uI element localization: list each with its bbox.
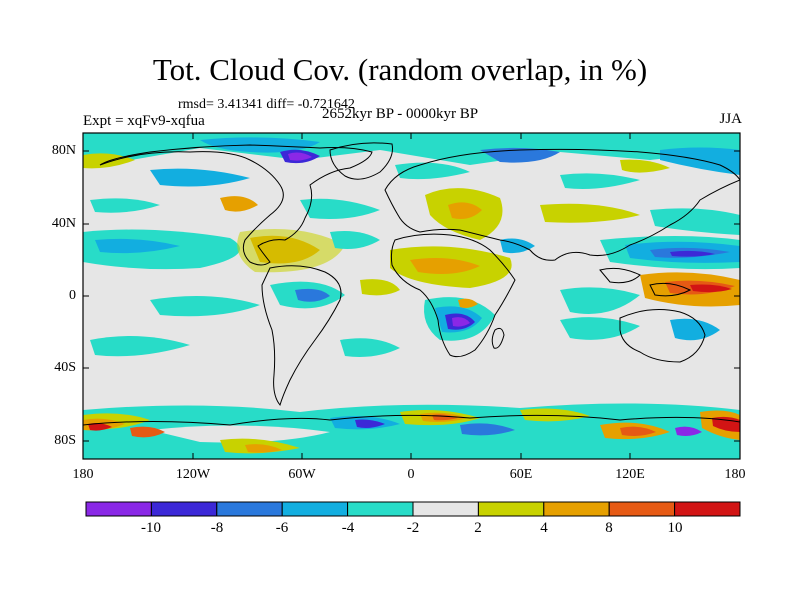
anomaly-patch bbox=[150, 425, 330, 443]
anomaly-patch bbox=[150, 168, 250, 187]
anomaly-patch bbox=[220, 196, 258, 212]
lon-label: 120W bbox=[175, 467, 211, 482]
colorbar-box bbox=[608, 501, 676, 517]
stats-text: rmsd= 3.41341 diff= -0.721642 bbox=[178, 97, 355, 112]
anomaly-patch bbox=[448, 202, 482, 219]
anomaly-patch bbox=[330, 231, 380, 249]
lon-label: 0 bbox=[407, 467, 415, 482]
anomaly-patch bbox=[660, 147, 740, 175]
colorbar-label: -10 bbox=[141, 520, 161, 536]
anomaly-field bbox=[83, 133, 740, 459]
lon-label: 180 bbox=[72, 467, 94, 482]
anomaly-patch bbox=[95, 238, 180, 254]
colorbar-box bbox=[150, 501, 218, 517]
colorbar-label: -8 bbox=[210, 520, 224, 536]
anomaly-patch bbox=[88, 423, 112, 431]
anomaly-patch bbox=[560, 287, 640, 314]
colorbar-box bbox=[412, 501, 479, 517]
anomaly-patch bbox=[295, 288, 330, 302]
axis-ticks bbox=[82, 133, 740, 459]
lat-label: 40S bbox=[54, 360, 76, 375]
colorbar-box bbox=[281, 501, 349, 517]
anomaly-patch bbox=[458, 298, 478, 308]
colorbar-label: -2 bbox=[406, 520, 420, 536]
colorbar-label: 2 bbox=[474, 520, 482, 536]
anomaly-patch bbox=[670, 318, 720, 341]
experiment-label: Expt = xqFv9-xqfua bbox=[83, 113, 205, 129]
anomaly-patch bbox=[300, 198, 380, 219]
lat-label: 80N bbox=[51, 143, 76, 158]
anomaly-patch bbox=[410, 258, 480, 274]
colorbar-label: 10 bbox=[667, 520, 683, 536]
colorbar-box bbox=[347, 501, 414, 517]
anomaly-patch bbox=[520, 408, 590, 422]
period-label: 2652kyr BP - 0000kyr BP bbox=[322, 106, 479, 122]
lon-label: 60W bbox=[288, 467, 316, 482]
anomaly-patch bbox=[670, 250, 715, 257]
anomaly-patch bbox=[360, 279, 400, 296]
lon-label: 120E bbox=[615, 467, 645, 482]
anomaly-patch bbox=[452, 317, 470, 327]
colorbar-box bbox=[477, 501, 545, 517]
colorbar-label: 4 bbox=[540, 520, 548, 536]
anomaly-patch bbox=[460, 423, 515, 436]
anomaly-patch bbox=[650, 208, 740, 235]
anomaly-patch bbox=[620, 159, 670, 173]
colorbar-label: 8 bbox=[605, 520, 613, 536]
anomaly-patch bbox=[237, 228, 345, 273]
anomaly-patch bbox=[288, 152, 312, 161]
anomaly-patch bbox=[90, 198, 160, 213]
colorbar-label: -4 bbox=[341, 520, 355, 536]
anomaly-patch bbox=[560, 173, 640, 189]
anomaly-patch bbox=[130, 426, 165, 438]
anomaly-patch bbox=[620, 426, 656, 436]
map-title: Tot. Cloud Cov. (random overlap, in %) bbox=[152, 52, 648, 87]
anomaly-patch bbox=[90, 336, 190, 357]
anomaly-patch bbox=[690, 284, 732, 293]
anomaly-patch bbox=[480, 147, 560, 163]
lat-label: 40N bbox=[51, 216, 76, 231]
colorbar-box bbox=[216, 501, 283, 517]
lon-label: 60E bbox=[509, 467, 533, 482]
season-label: JJA bbox=[719, 111, 742, 127]
anomaly-patch bbox=[540, 203, 640, 223]
anomaly-patch bbox=[245, 444, 282, 453]
anomaly-patch bbox=[675, 426, 702, 436]
anomaly-patch bbox=[150, 296, 260, 317]
colorbar-label: -6 bbox=[275, 520, 289, 536]
lat-label: 0 bbox=[69, 288, 76, 303]
lat-label: 80S bbox=[54, 433, 76, 448]
coastlines bbox=[83, 142, 740, 426]
anomaly-patch bbox=[340, 338, 400, 357]
colorbar-box bbox=[674, 501, 741, 517]
colorbar-box bbox=[543, 501, 610, 517]
anomaly-patch bbox=[355, 419, 385, 428]
colorbar-box bbox=[85, 501, 152, 517]
lon-label: 180 bbox=[724, 467, 746, 482]
colorbar bbox=[85, 501, 741, 517]
